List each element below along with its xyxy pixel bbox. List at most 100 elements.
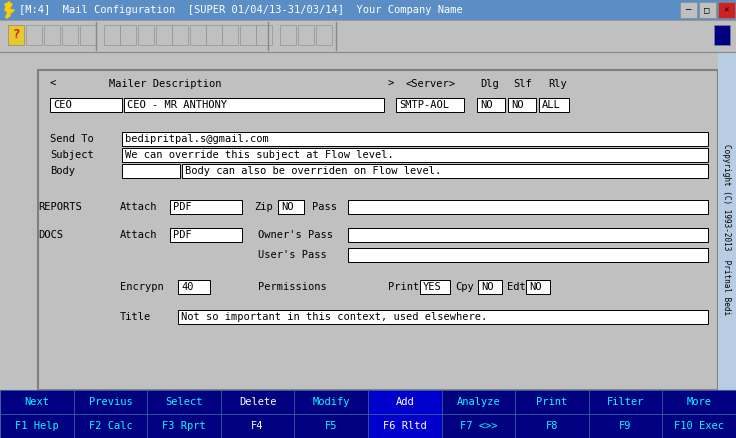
Text: Analyze: Analyze (456, 397, 500, 407)
Text: Select: Select (166, 397, 202, 407)
Text: >: > (388, 79, 394, 89)
Bar (0, 20, 736, 52)
Bar (280, 25, 296, 45)
Bar (170, 228, 242, 242)
Bar (74, 390, 147, 414)
Text: REPORTS: REPORTS (38, 202, 82, 212)
Text: Title: Title (120, 312, 152, 322)
Text: 40: 40 (181, 282, 194, 292)
Polygon shape (5, 4, 14, 16)
Bar (256, 25, 272, 45)
Text: Filter: Filter (607, 397, 644, 407)
Bar (221, 390, 294, 414)
Bar (104, 25, 120, 45)
Text: Body: Body (50, 166, 75, 176)
Text: ?: ? (13, 28, 20, 42)
Bar (589, 414, 662, 438)
Text: ✕: ✕ (723, 6, 729, 14)
Bar (508, 98, 536, 112)
Text: Body can also be overriden on Flow level.: Body can also be overriden on Flow level… (185, 166, 442, 176)
Text: Add: Add (395, 397, 414, 407)
Text: NO: NO (529, 282, 542, 292)
Text: Permissions: Permissions (258, 282, 327, 292)
Text: Mailer Description: Mailer Description (109, 79, 222, 89)
Bar (442, 390, 515, 414)
Bar (714, 25, 730, 45)
Text: Subject: Subject (50, 150, 93, 160)
Text: F9: F9 (620, 421, 631, 431)
Bar (294, 390, 368, 414)
Text: User's Pass: User's Pass (258, 250, 327, 260)
Bar (368, 390, 442, 414)
Text: ALL: ALL (542, 100, 561, 110)
Text: YES: YES (423, 282, 442, 292)
Bar (178, 280, 210, 294)
Text: □: □ (704, 6, 710, 14)
Bar (170, 200, 242, 214)
Bar (0, 52, 736, 70)
Text: More: More (687, 397, 712, 407)
Text: bedipritpal.s@gmail.com: bedipritpal.s@gmail.com (125, 134, 269, 144)
Text: F2 Calc: F2 Calc (88, 421, 132, 431)
Bar (348, 228, 708, 242)
Text: F10 Exec: F10 Exec (674, 421, 724, 431)
Text: [M:4]  Mail Configuration  [SUPER 01/04/13-31/03/14]  Your Company Name: [M:4] Mail Configuration [SUPER 01/04/13… (19, 5, 463, 15)
Bar (138, 25, 154, 45)
Bar (515, 390, 589, 414)
Text: Attach: Attach (120, 202, 158, 212)
Text: Pass: Pass (312, 202, 337, 212)
Text: Send To: Send To (50, 134, 93, 144)
Bar (26, 25, 42, 45)
Bar (589, 390, 662, 414)
Bar (662, 414, 736, 438)
Bar (526, 280, 550, 294)
Bar (74, 414, 147, 438)
Bar (442, 414, 515, 438)
Bar (298, 25, 314, 45)
Text: Copyright (C) 1993-2013  Pritnal Bedi: Copyright (C) 1993-2013 Pritnal Bedi (723, 145, 732, 315)
Text: <Server>: <Server> (405, 79, 455, 89)
Text: F8: F8 (546, 421, 558, 431)
Text: Edt: Edt (507, 282, 526, 292)
Bar (0, 414, 74, 438)
Text: PDF: PDF (173, 230, 192, 240)
Text: Encrypn: Encrypn (120, 282, 163, 292)
Bar (0, 390, 74, 414)
Bar (122, 164, 180, 178)
Bar (62, 25, 78, 45)
Bar (348, 248, 708, 262)
Text: Zip: Zip (254, 202, 273, 212)
Bar (38, 70, 718, 390)
Bar (147, 414, 221, 438)
Text: ─: ─ (685, 6, 690, 14)
Bar (294, 414, 368, 438)
Text: Print: Print (388, 282, 420, 292)
Bar (278, 200, 304, 214)
Bar (477, 98, 505, 112)
Text: PDF: PDF (173, 202, 192, 212)
Text: Owner's Pass: Owner's Pass (258, 230, 333, 240)
Text: F3 Rprt: F3 Rprt (162, 421, 206, 431)
Bar (120, 25, 136, 45)
Text: F5: F5 (325, 421, 337, 431)
Bar (420, 280, 450, 294)
Bar (0, 390, 736, 438)
Bar (190, 25, 206, 45)
Bar (122, 148, 708, 162)
Bar (396, 98, 464, 112)
Bar (680, 2, 697, 18)
Bar (172, 25, 188, 45)
Bar (515, 414, 589, 438)
Bar (0, 0, 736, 20)
Bar (44, 25, 60, 45)
Text: CEO: CEO (53, 100, 71, 110)
Bar (348, 200, 708, 214)
Text: Print: Print (537, 397, 567, 407)
Bar (156, 25, 172, 45)
Bar (80, 25, 96, 45)
Text: Slf: Slf (513, 79, 531, 89)
Text: Attach: Attach (120, 230, 158, 240)
Text: <: < (50, 79, 56, 89)
Bar (316, 25, 332, 45)
Text: SMTP-AOL: SMTP-AOL (399, 100, 449, 110)
